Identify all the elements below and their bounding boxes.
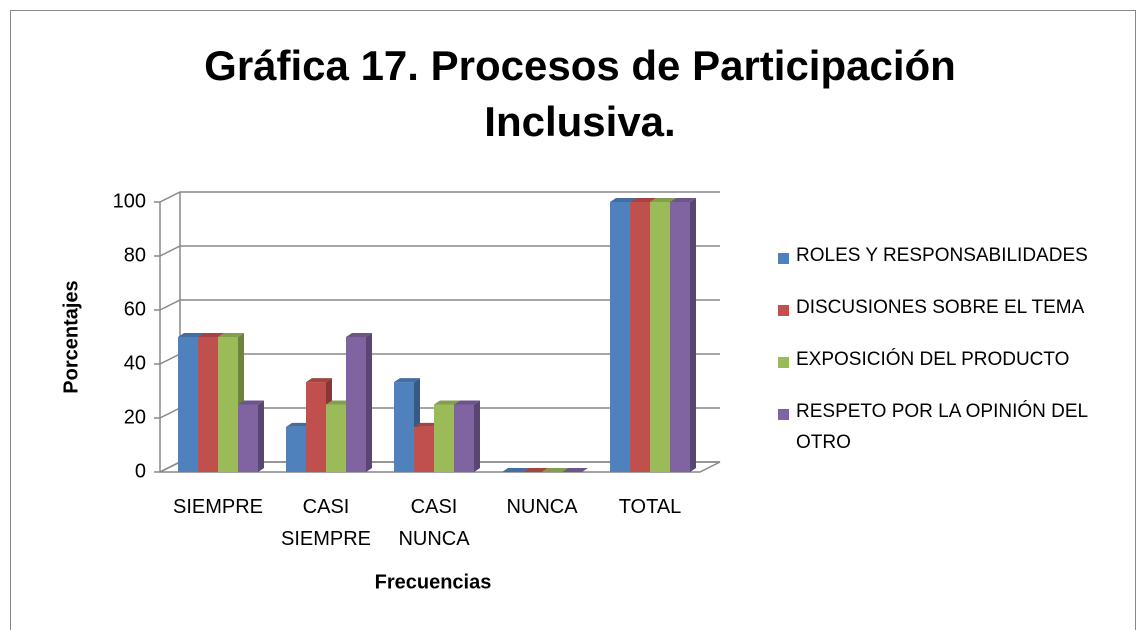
bar-top [610,198,636,202]
legend-item: DISCUSIONES SOBRE EL TEMA [778,292,1138,344]
bar-front [434,404,454,472]
bar-top [238,400,264,405]
x-tick-label: CASI SIEMPRE [281,496,371,550]
y-tick-label: 0 [135,460,146,482]
x-tick-label: TOTAL [619,496,682,518]
bar-top [218,333,244,337]
bar-side [474,400,480,472]
bar-side [690,198,696,472]
bar-front [630,202,650,472]
bar-top [178,333,204,337]
bar [542,468,568,472]
bar-front [326,404,346,472]
bar-side [366,333,372,472]
bar-front [454,404,474,472]
bar-top [562,468,588,472]
y-tick-label: 80 [124,244,146,266]
bar-top [286,422,312,427]
legend-swatch [778,357,789,368]
bar-top [434,400,460,405]
legend-label: EXPOSICIÓN DEL PRODUCTO [796,349,1070,370]
bar-front [238,404,258,472]
bar [346,333,372,472]
legend-swatch [778,409,789,420]
legend-label: ROLES Y RESPONSABILIDADES [796,245,1088,266]
bar-top [522,468,548,472]
legend-item: RESPETO POR LA OPINIÓN DEL OTRO [778,396,1138,453]
bar-front [198,337,218,472]
bar-top [454,400,480,405]
bar-top [326,400,352,405]
grid-line [159,191,720,203]
legend-label: DISCUSIONES SOBRE EL TEMA [796,297,1085,318]
bar-front [178,337,198,472]
legend-item: EXPOSICIÓN DEL PRODUCTO [778,344,1138,396]
bar-front [394,382,414,472]
bar [562,468,588,472]
chart-title: Gráfica 17. Procesos de Participación In… [204,42,956,145]
x-tick-label: NUNCA [506,496,578,518]
grid-line [159,299,720,311]
bar-top [650,198,676,202]
bar-top [542,468,568,472]
chart-frame [10,10,1136,630]
bar-top [306,378,332,383]
bar-top [670,198,696,202]
legend: ROLES Y RESPONSABILIDADES DISCUSIONES SOB… [778,240,1138,453]
y-tick-label: 40 [124,352,146,374]
bar-top [394,378,420,383]
bar-front [286,426,306,472]
x-tick-label: CASI NUNCA [398,496,470,550]
y-tick-label: 60 [124,298,146,320]
y-axis-title: Porcentajes [60,280,82,393]
bar [670,198,696,472]
bar-front [610,202,630,472]
y-tick-label: 100 [113,190,146,212]
bar-top [502,468,528,472]
bar-front [346,337,366,472]
bar-front [218,337,238,472]
back-wall [159,192,181,473]
bar [502,468,528,472]
x-tick-label: SIEMPRE [173,496,263,518]
bar-top [346,333,372,337]
bar-front [306,382,326,472]
legend-label: RESPETO POR LA OPINIÓN DEL OTRO [796,401,1088,453]
bar-top [630,198,656,202]
bar-top [198,333,224,337]
grid-line [159,245,720,257]
bar-side [258,400,264,472]
bar-top [414,422,440,427]
bar-front [650,202,670,472]
bar [238,400,264,472]
bar-front [670,202,690,472]
bar [454,400,480,472]
legend-swatch [778,253,789,264]
x-axis-title: Frecuencias [375,571,492,593]
legend-swatch [778,305,789,316]
bar [522,468,548,472]
y-tick-label: 20 [124,406,146,428]
bar-front [414,426,434,472]
legend-item: ROLES Y RESPONSABILIDADES [778,240,1138,292]
